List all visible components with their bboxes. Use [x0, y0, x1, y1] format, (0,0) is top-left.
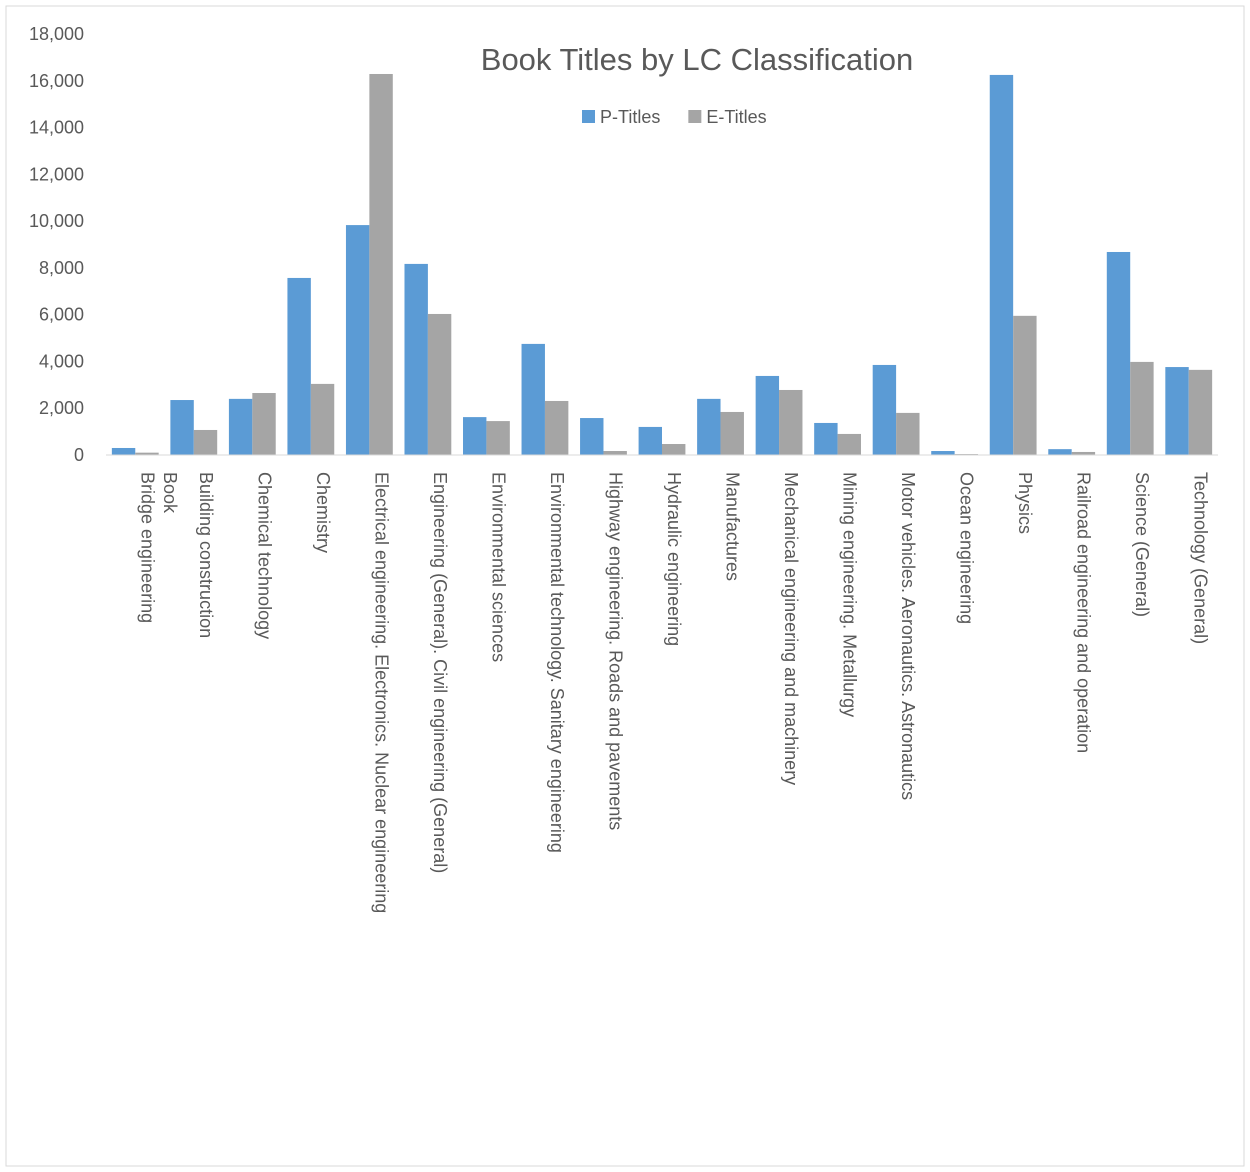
y-tick-label: 6,000	[39, 305, 84, 325]
bar	[310, 383, 335, 455]
bar	[193, 429, 218, 455]
bar	[111, 447, 136, 455]
legend-label: P-Titles	[600, 107, 660, 127]
y-tick-label: 4,000	[39, 351, 84, 371]
x-tick-label: Ocean engineering	[957, 472, 977, 624]
x-tick-label: Electrical engineering. Electronics. Nuc…	[371, 472, 391, 913]
bar	[345, 225, 370, 455]
bar	[931, 451, 955, 455]
bar	[252, 393, 276, 455]
bar	[1013, 315, 1037, 455]
bar	[989, 74, 1014, 456]
legend-label: E-Titles	[706, 107, 766, 127]
y-tick-label: 8,000	[39, 258, 84, 278]
y-tick-label: 10,000	[29, 211, 84, 231]
x-tick-label: Mechanical engineering and machinery	[781, 472, 801, 785]
bar	[1106, 251, 1131, 455]
bar	[369, 73, 393, 456]
bar	[603, 451, 627, 455]
x-tick-label: Highway engineering. Roads and pavements	[605, 472, 625, 830]
y-tick-label: 16,000	[29, 71, 84, 91]
y-tick-label: 12,000	[29, 164, 84, 184]
bar	[755, 375, 780, 455]
bar	[1130, 361, 1154, 455]
x-tick-label: Chemistry	[313, 472, 333, 553]
y-tick-label: 14,000	[29, 118, 84, 138]
chart-frame	[5, 5, 1245, 1167]
bar	[287, 277, 311, 455]
bar	[521, 343, 545, 455]
bar	[1071, 451, 1096, 455]
chart-title: Book Titles by LC Classification	[481, 42, 913, 77]
bar	[544, 400, 569, 455]
bar	[486, 421, 510, 455]
y-tick-label: 2,000	[39, 398, 84, 418]
bar	[1165, 367, 1189, 455]
x-tick-label: Manufactures	[723, 472, 743, 581]
bar	[427, 313, 452, 455]
bar	[814, 422, 838, 455]
bar	[896, 412, 920, 455]
x-tick-label: Mining engineering. Metallurgy	[840, 472, 860, 717]
legend-swatch	[688, 110, 702, 123]
y-tick-label: 0	[74, 445, 84, 465]
x-tick-label: Hydraulic engineering	[664, 472, 684, 646]
x-tick-label: Engineering (General). Civil engineering…	[430, 472, 450, 873]
x-tick-label: Bridge engineering Book	[137, 472, 180, 623]
x-tick-label: Science (General)	[1132, 472, 1152, 617]
bar	[638, 426, 662, 455]
x-tick-label: Environmental sciences	[488, 472, 508, 662]
x-tick-label: Environmental technology. Sanitary engin…	[547, 472, 567, 853]
bar	[580, 418, 604, 455]
x-tick-label: Motor vehicles. Aeronautics. Astronautic…	[898, 472, 918, 800]
bar	[779, 389, 803, 455]
bar	[170, 400, 194, 455]
bar	[135, 452, 159, 455]
bar	[1188, 369, 1213, 455]
x-tick-label: Railroad engineering and operation	[1074, 472, 1094, 753]
x-tick-label: Technology (General)	[1191, 472, 1211, 644]
bar	[463, 417, 487, 455]
bar	[697, 398, 721, 455]
bar	[1048, 449, 1072, 455]
x-tick-label: Building construction	[196, 472, 216, 638]
bar	[720, 411, 744, 455]
bar	[404, 263, 428, 455]
x-tick-label: Chemical technology	[254, 472, 274, 639]
bar	[837, 433, 861, 455]
x-tick-label: Physics	[1015, 472, 1035, 534]
bar	[872, 364, 897, 455]
legend-swatch	[582, 110, 595, 123]
bar	[662, 444, 686, 455]
y-tick-label: 18,000	[29, 24, 84, 44]
bar	[228, 398, 253, 455]
